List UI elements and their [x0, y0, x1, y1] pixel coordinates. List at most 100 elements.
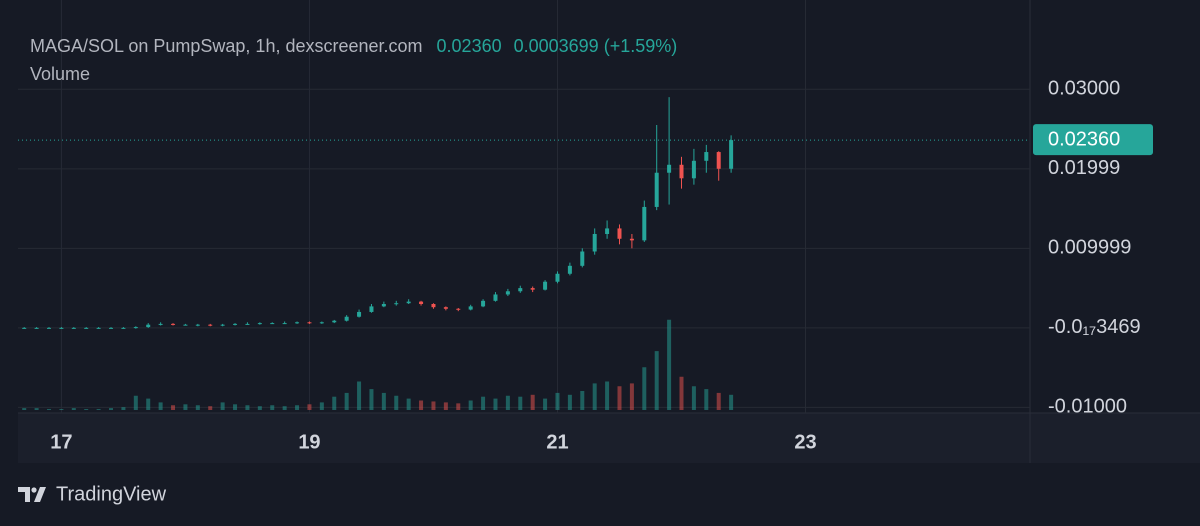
candle-body — [257, 323, 262, 325]
candle-body — [109, 327, 114, 329]
candle-body — [121, 327, 126, 329]
y-tick-label: 0.03000 — [1048, 77, 1120, 99]
volume-bar — [220, 402, 225, 410]
candle-body — [518, 288, 523, 292]
candle-body — [443, 307, 448, 309]
candle-body — [505, 291, 510, 295]
volume-bar — [171, 405, 176, 410]
volume-bar — [109, 408, 114, 410]
candle-body — [642, 206, 647, 241]
volume-bar — [605, 381, 610, 410]
candle-body — [319, 322, 324, 324]
x-tick-label: 17 — [50, 431, 72, 453]
candle-body — [369, 306, 374, 312]
candle-body — [691, 160, 696, 179]
candle-body — [220, 324, 225, 326]
candle-body — [233, 323, 238, 325]
y-tick-label: -0.01000 — [1048, 396, 1127, 418]
candle-body — [59, 327, 64, 329]
volume-bar — [629, 383, 634, 410]
chart-title: MAGA/SOL on PumpSwap, 1h, dexscreener.co… — [30, 36, 423, 56]
candle-body — [195, 324, 200, 326]
volume-bar — [443, 402, 448, 410]
volume-bar — [71, 408, 76, 410]
candle-body — [96, 327, 101, 329]
volume-bar — [704, 389, 709, 410]
candle-body — [667, 164, 672, 173]
candle-body — [146, 324, 151, 328]
volume-bar — [195, 405, 200, 410]
candle-body — [629, 238, 634, 241]
brand: TradingView — [56, 483, 167, 505]
candle-body — [580, 251, 585, 266]
volume-bar — [133, 395, 138, 410]
candle-body — [357, 311, 362, 317]
volume-bar — [270, 405, 275, 410]
candle-body — [530, 288, 535, 290]
volume-bar — [34, 408, 39, 410]
candle-body — [245, 323, 250, 325]
candle-body — [47, 327, 52, 329]
y-tick-label: -0.0₁₇3469 — [1048, 316, 1141, 338]
x-tick-label: 21 — [546, 431, 568, 453]
candle-body — [617, 228, 622, 239]
volume-bar — [679, 376, 684, 410]
candle-body — [381, 304, 386, 307]
volume-bar — [691, 386, 696, 410]
candle-body — [394, 303, 399, 305]
volume-bar — [307, 404, 312, 410]
candle-body — [468, 306, 473, 310]
x-axis-band — [18, 413, 1200, 463]
candle-body — [431, 304, 436, 308]
volume-bar — [468, 400, 473, 410]
volume-bar — [183, 404, 188, 410]
candle-body — [493, 294, 498, 301]
last-price: 0.02360 — [437, 36, 502, 56]
tradingview-logo — [18, 487, 46, 502]
candle-body — [344, 316, 349, 321]
candle-body — [282, 323, 287, 325]
volume-bar — [493, 398, 498, 410]
volume-bar — [47, 409, 52, 410]
price-label: 0.02360 — [1048, 128, 1120, 150]
volume-bar — [580, 391, 585, 410]
volume-bar — [505, 395, 510, 410]
volume-bar — [617, 386, 622, 410]
volume-bar — [233, 404, 238, 410]
volume-bar — [555, 392, 560, 410]
volume-bar — [332, 396, 337, 410]
candle-body — [158, 323, 163, 325]
candle-body — [208, 324, 213, 326]
volume-bar — [84, 409, 89, 410]
candle-body — [592, 233, 597, 252]
candle-body — [456, 308, 461, 310]
volume-bar — [208, 406, 213, 410]
candle-body — [605, 228, 610, 234]
candle-body — [84, 327, 89, 329]
candle-body — [654, 172, 659, 207]
volume-bar — [257, 406, 262, 410]
volume-bar — [592, 383, 597, 410]
volume-bar — [344, 392, 349, 410]
volume-bar — [654, 351, 659, 410]
candle-body — [270, 323, 275, 325]
volume-bar — [394, 395, 399, 410]
price-change: 0.0003699 (+1.59%) — [514, 36, 678, 56]
candle-body — [295, 322, 300, 324]
volume-bar — [121, 407, 126, 410]
volume-bar — [146, 398, 151, 410]
candle-body — [307, 322, 312, 324]
candle-body — [406, 301, 411, 304]
x-tick-label: 23 — [794, 431, 816, 453]
y-tick-label: 0.009999 — [1048, 237, 1131, 259]
volume-bar — [245, 405, 250, 410]
volume-bar — [419, 400, 424, 410]
volume-bar — [481, 396, 486, 410]
candle-body — [171, 323, 176, 325]
volume-bar — [729, 394, 734, 410]
volume-bar — [381, 392, 386, 410]
volume-bar — [59, 409, 64, 410]
candle-body — [567, 265, 572, 274]
volume-bar — [567, 394, 572, 410]
